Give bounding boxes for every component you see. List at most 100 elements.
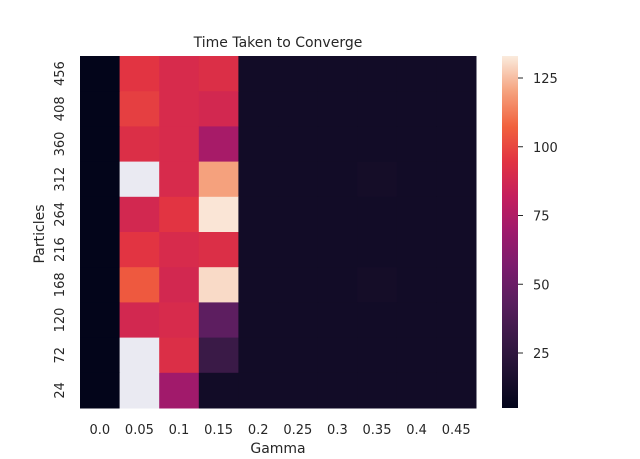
x-tick-label: 0.0	[89, 423, 110, 438]
heatmap-cell	[238, 56, 279, 92]
heatmap-cell	[238, 302, 279, 339]
y-tick-label: 456	[53, 61, 68, 86]
y-tick-labels: 456 408 360 312 264 216 168 120 72 24	[53, 61, 68, 398]
colorbar	[502, 56, 518, 408]
heatmap-cell	[357, 56, 398, 92]
heatmap-cell	[396, 196, 437, 233]
heatmap-cell	[278, 91, 319, 127]
heatmap-cell	[436, 302, 477, 339]
x-tick-label: 0.45	[442, 423, 471, 438]
heatmap-cell	[119, 267, 160, 303]
heatmap-cell	[357, 232, 398, 268]
heatmap-cell	[317, 56, 358, 92]
heatmap-cell	[238, 372, 279, 409]
y-tick-label: 312	[53, 167, 68, 192]
heatmap-cell	[278, 56, 319, 92]
heatmap-cell	[159, 161, 200, 198]
heatmap-cell	[159, 196, 200, 233]
x-tick-label: 0.25	[283, 423, 312, 438]
heatmap-cell	[396, 56, 437, 92]
heatmap-cell	[317, 232, 358, 268]
heatmap-cell	[198, 91, 239, 127]
heatmap-cell	[396, 126, 437, 163]
x-tick-label: 0.2	[248, 423, 269, 438]
heatmap-cell	[436, 161, 477, 198]
heatmap-cell	[436, 267, 477, 303]
heatmap-cell	[436, 91, 477, 127]
heatmap-cell	[357, 337, 398, 374]
heatmap-cell	[238, 126, 279, 163]
heatmap-cell	[396, 302, 437, 339]
heatmap-cell	[278, 337, 319, 374]
heatmap-cell	[238, 196, 279, 233]
x-axis-label: Gamma	[250, 441, 305, 457]
heatmap-cell	[357, 126, 398, 163]
x-tick-label: 0.05	[125, 423, 154, 438]
heatmap-cell	[396, 91, 437, 127]
heatmap-cell	[317, 126, 358, 163]
heatmap-cell	[119, 302, 160, 339]
heatmap-cell	[357, 267, 398, 303]
heatmap-cell	[119, 232, 160, 268]
heatmap-cell	[159, 232, 200, 268]
heatmap-cell	[396, 232, 437, 268]
heatmap-cell	[159, 372, 200, 409]
heatmap-cell	[317, 196, 358, 233]
heatmap-cell	[357, 161, 398, 198]
x-tick-labels: 0.0 0.05 0.1 0.15 0.2 0.25 0.3 0.35 0.4 0.45	[89, 423, 470, 438]
heatmap-cell	[80, 196, 121, 233]
heatmap-cell	[80, 161, 121, 198]
heatmap-cell	[278, 267, 319, 303]
heatmap-cell	[198, 196, 239, 233]
heatmap-cell	[198, 56, 239, 92]
y-tick-label: 120	[53, 308, 68, 333]
heatmap-cell	[159, 91, 200, 127]
x-tick-label: 0.1	[169, 423, 190, 438]
heatmap-cell	[278, 232, 319, 268]
chart-title: Time Taken to Converge	[193, 35, 363, 51]
heatmap-cell	[278, 196, 319, 233]
colorbar-tick-label: 100	[533, 141, 558, 156]
heatmap-cell	[238, 267, 279, 303]
heatmap-cell	[159, 56, 200, 92]
colorbar-tick-label: 125	[533, 72, 558, 87]
y-tick-label: 408	[53, 96, 68, 121]
x-tick-label: 0.15	[204, 423, 233, 438]
heatmap-cell	[119, 337, 160, 374]
heatmap-cell	[159, 126, 200, 163]
heatmap-cell	[198, 161, 239, 198]
y-tick-label: 72	[53, 347, 68, 364]
heatmap-cell	[238, 337, 279, 374]
heatmap-cell	[80, 126, 121, 163]
heatmap-cell	[80, 267, 121, 303]
heatmap-cell	[317, 161, 358, 198]
heatmap-cell	[80, 372, 121, 409]
heatmap-cell	[317, 302, 358, 339]
y-axis-label: Particles	[32, 204, 48, 263]
heatmap-cell	[436, 196, 477, 233]
colorbar-tick-label: 25	[533, 347, 550, 362]
heatmap-cell	[317, 267, 358, 303]
heatmap-cell	[278, 302, 319, 339]
heatmap-cell	[396, 267, 437, 303]
y-tick-label: 360	[53, 132, 68, 157]
heatmap-cell	[278, 372, 319, 409]
heatmap-cell	[357, 302, 398, 339]
heatmap-cell	[80, 302, 121, 339]
colorbar-tick-labels: 25 50 75 100 125	[518, 72, 558, 362]
heatmap-cell	[119, 91, 160, 127]
heatmap-cell	[317, 91, 358, 127]
heatmap-cells	[80, 56, 477, 409]
heatmap-cell	[238, 161, 279, 198]
heatmap-cell	[198, 302, 239, 339]
heatmap-cell	[119, 372, 160, 409]
heatmap-cell	[436, 372, 477, 409]
heatmap-cell	[317, 372, 358, 409]
heatmap-cell	[317, 337, 358, 374]
heatmap-cell	[80, 337, 121, 374]
heatmap-cell	[396, 337, 437, 374]
heatmap-cell	[357, 91, 398, 127]
colorbar-tick-label: 50	[533, 278, 550, 293]
heatmap-cell	[159, 337, 200, 374]
